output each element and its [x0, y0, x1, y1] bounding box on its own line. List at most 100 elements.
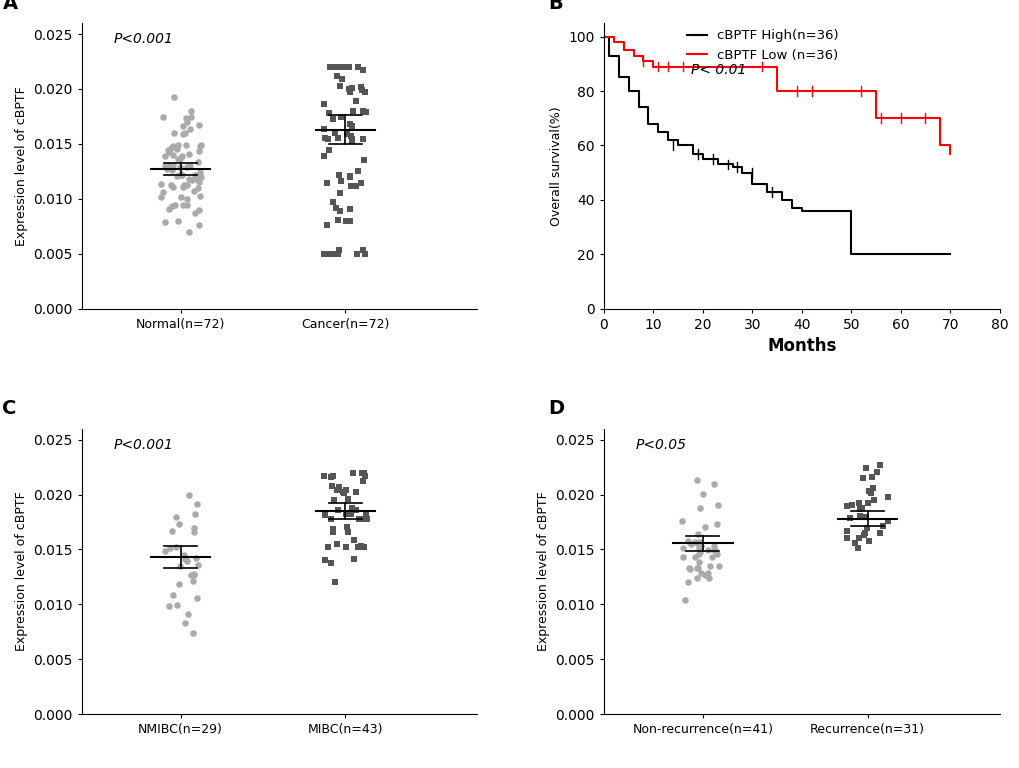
Point	[161, 203, 177, 215]
Point	[178, 179, 195, 191]
Point	[316, 150, 332, 162]
Point	[185, 568, 202, 581]
Point	[168, 541, 184, 554]
Point	[330, 61, 346, 73]
Point	[857, 511, 873, 523]
Point	[328, 70, 344, 82]
Point	[691, 502, 707, 515]
Point	[350, 541, 366, 554]
Point	[153, 177, 169, 190]
Point	[357, 247, 373, 260]
Point	[168, 599, 184, 611]
Point	[341, 215, 358, 227]
Point	[347, 180, 364, 192]
Point	[706, 544, 722, 556]
Point	[838, 500, 854, 512]
Point	[176, 548, 193, 561]
Point	[169, 143, 185, 155]
Point	[189, 498, 205, 511]
Point	[163, 179, 179, 191]
Point	[170, 214, 186, 227]
Point	[157, 151, 173, 163]
Point	[343, 130, 360, 142]
Point	[703, 551, 719, 563]
Point	[180, 226, 197, 238]
Point	[688, 474, 704, 486]
Point	[675, 551, 691, 564]
Point	[354, 466, 370, 478]
Point	[179, 161, 196, 173]
Point	[331, 480, 347, 492]
Point	[168, 170, 184, 182]
Point	[693, 540, 709, 552]
Point	[679, 575, 695, 588]
Point	[675, 541, 691, 554]
Point	[330, 247, 346, 260]
Point	[316, 247, 332, 260]
Point	[169, 138, 185, 151]
Point	[183, 174, 200, 186]
Point	[166, 91, 182, 104]
Point	[674, 515, 690, 528]
Point	[355, 475, 371, 487]
Point	[329, 214, 345, 227]
Point	[689, 562, 705, 574]
Point	[323, 480, 339, 492]
Text: A: A	[2, 0, 17, 13]
Point	[343, 121, 360, 133]
Point	[329, 61, 345, 73]
Point	[171, 518, 187, 531]
Point	[177, 111, 194, 124]
Point	[700, 568, 716, 580]
Point	[165, 589, 181, 601]
Point	[174, 180, 191, 193]
Point	[187, 551, 204, 564]
Point	[191, 145, 207, 157]
Point	[351, 512, 367, 525]
Point	[699, 545, 715, 557]
Point	[173, 169, 190, 181]
Point	[190, 156, 206, 168]
Point	[343, 82, 360, 94]
Point	[350, 61, 366, 73]
Point	[328, 202, 344, 214]
Point	[316, 132, 332, 144]
Point	[174, 150, 191, 162]
Point	[326, 576, 342, 588]
Point	[186, 207, 203, 219]
Point	[355, 244, 371, 257]
Point	[705, 545, 721, 557]
Point	[164, 164, 180, 177]
Point	[189, 592, 205, 604]
Point	[322, 61, 338, 73]
Point	[708, 518, 725, 530]
Point	[347, 95, 364, 108]
Point	[693, 567, 709, 579]
Point	[324, 526, 340, 538]
Point	[358, 106, 374, 118]
Point	[173, 191, 190, 204]
Text: P<0.001: P<0.001	[113, 438, 173, 452]
Point	[172, 153, 189, 165]
Point	[316, 123, 332, 135]
Point	[177, 553, 194, 565]
Point	[696, 569, 712, 581]
Point	[161, 159, 177, 171]
Point	[683, 538, 699, 550]
Point	[172, 560, 189, 572]
Point	[337, 485, 354, 497]
Point	[335, 487, 352, 499]
Point	[868, 466, 884, 478]
Point	[323, 558, 339, 570]
Point	[705, 540, 721, 552]
Point	[686, 551, 702, 563]
Y-axis label: Overall survival(%): Overall survival(%)	[549, 106, 562, 226]
Point	[690, 548, 706, 560]
Point	[865, 494, 881, 506]
Point	[354, 65, 370, 77]
Point	[838, 525, 854, 537]
Point	[319, 541, 335, 553]
Point	[181, 174, 198, 186]
Point	[689, 572, 705, 584]
Text: D: D	[548, 399, 565, 419]
